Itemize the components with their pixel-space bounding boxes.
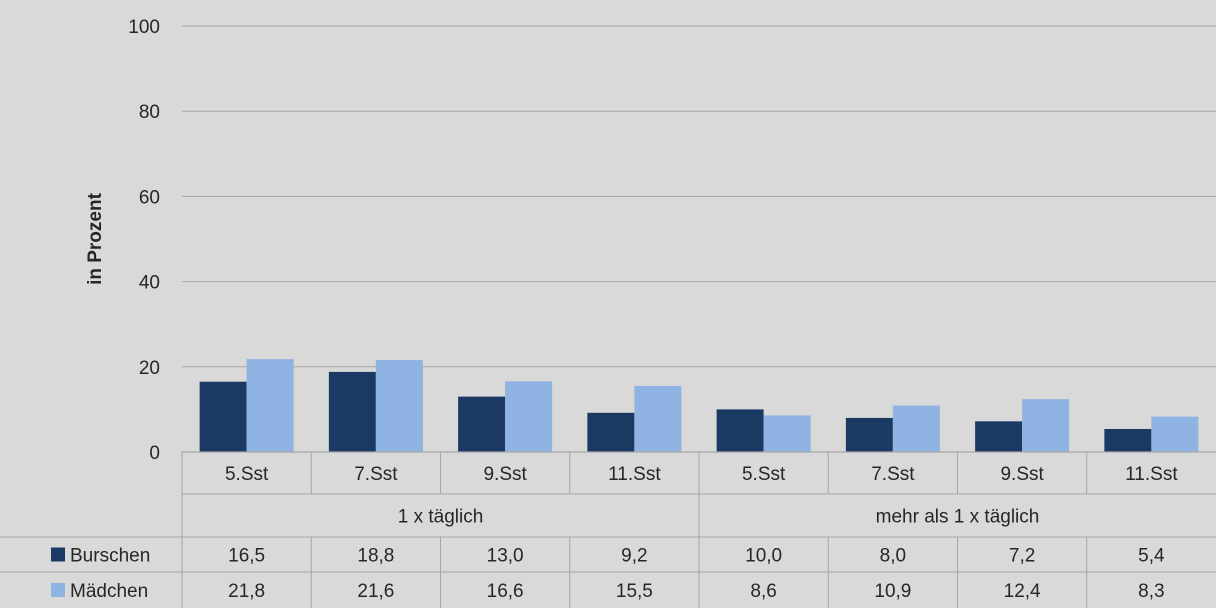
bar-burschen — [845, 417, 893, 452]
bar-burschen — [199, 381, 247, 452]
y-tick-label: 0 — [149, 443, 160, 464]
bar-burschen — [975, 421, 1023, 452]
data-value-label: 7,2 — [1009, 546, 1035, 567]
y-tick-label: 20 — [139, 358, 160, 379]
bar-burschen — [328, 371, 376, 452]
bar-burschen — [1104, 428, 1152, 452]
data-value-label: 21,6 — [357, 581, 394, 602]
data-value-label: 8,0 — [880, 546, 906, 567]
data-value-label: 13,0 — [487, 546, 524, 567]
data-value-label: 16,5 — [228, 546, 265, 567]
bar-burschen — [716, 409, 764, 452]
y-tick-label: 100 — [128, 17, 160, 38]
group-label: 1 x täglich — [398, 507, 484, 528]
legend-swatch-burschen — [51, 547, 65, 562]
data-value-label: 10,0 — [745, 546, 782, 567]
group-label: mehr als 1 x täglich — [876, 507, 1040, 528]
bar-burschen — [587, 412, 635, 452]
category-label: 9.Sst — [483, 464, 527, 485]
data-value-label: 16,6 — [487, 581, 524, 602]
y-tick-label: 80 — [139, 102, 160, 123]
data-value-label: 5,4 — [1138, 546, 1165, 567]
bar-maedchen — [763, 415, 811, 452]
category-label: 11.Sst — [1125, 464, 1178, 485]
y-tick-label: 60 — [139, 187, 160, 208]
bar-maedchen — [246, 359, 294, 452]
bar-maedchen — [505, 381, 553, 452]
category-label: 11.Sst — [608, 464, 661, 485]
category-label: 5.Sst — [742, 464, 786, 485]
data-value-label: 15,5 — [616, 581, 653, 602]
data-value-label: 8,6 — [750, 581, 776, 602]
data-value-label: 21,8 — [228, 581, 265, 602]
bar-maedchen — [892, 405, 940, 452]
bar-maedchen — [1151, 416, 1199, 452]
bar-maedchen — [1022, 399, 1070, 452]
category-label: 7.Sst — [354, 464, 398, 485]
legend-label: Burschen — [70, 546, 150, 567]
data-value-label: 10,9 — [874, 581, 911, 602]
y-axis-title: in Prozent — [85, 192, 106, 285]
data-value-label: 12,4 — [1004, 581, 1041, 602]
category-label: 9.Sst — [1000, 464, 1044, 485]
data-value-label: 9,2 — [621, 546, 647, 567]
bar-maedchen — [375, 359, 423, 452]
data-value-label: 8,3 — [1138, 581, 1164, 602]
legend-label: Mädchen — [70, 581, 148, 602]
category-label: 7.Sst — [871, 464, 915, 485]
bar-maedchen — [634, 385, 682, 452]
y-tick-label: 40 — [139, 273, 160, 294]
data-value-label: 18,8 — [357, 546, 394, 567]
category-label: 5.Sst — [225, 464, 269, 485]
legend-swatch-maedchen — [51, 583, 65, 597]
bar-burschen — [458, 396, 506, 452]
